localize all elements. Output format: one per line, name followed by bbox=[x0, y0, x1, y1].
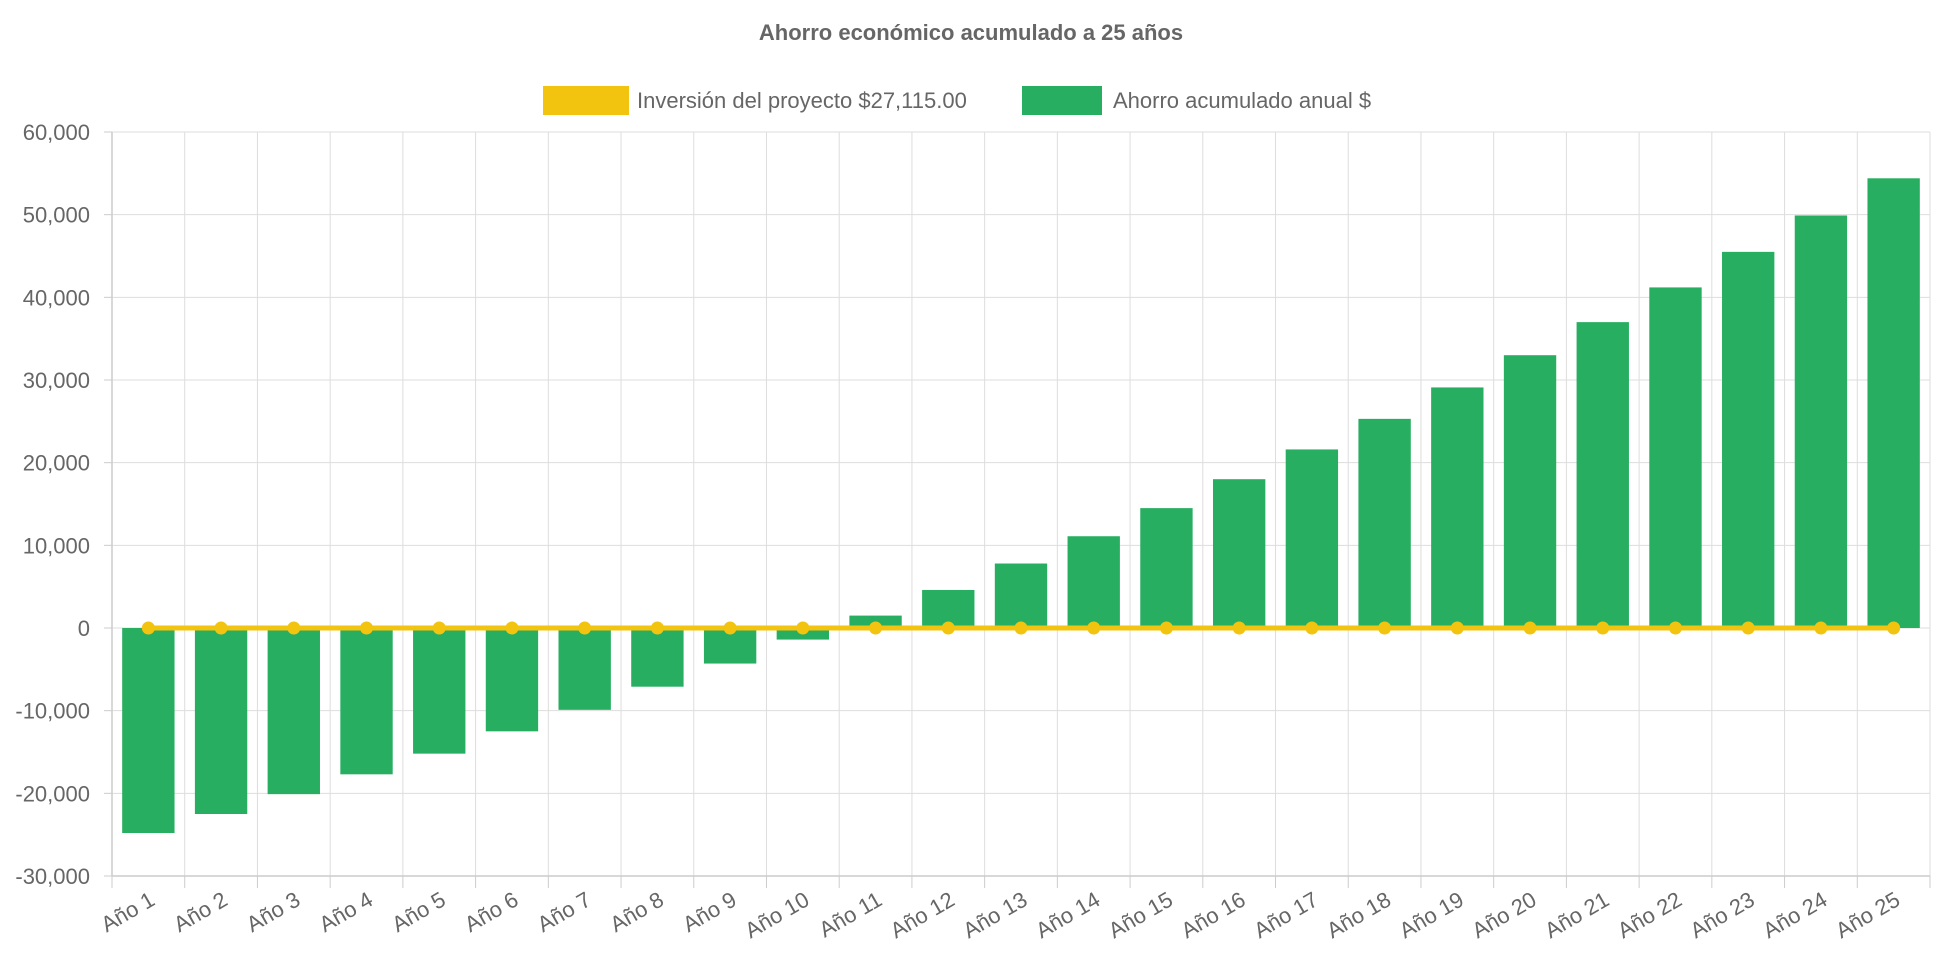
bar-ahorro[interactable] bbox=[1285, 449, 1339, 628]
x-tick-label: Año 14 bbox=[1031, 887, 1104, 944]
line-point-inversion[interactable] bbox=[1305, 621, 1319, 635]
line-point-inversion[interactable] bbox=[214, 621, 228, 635]
line-point-inversion[interactable] bbox=[1741, 621, 1755, 635]
bar-ahorro[interactable] bbox=[558, 628, 611, 710]
bar-ahorro[interactable] bbox=[1431, 387, 1484, 628]
line-point-inversion[interactable] bbox=[1668, 621, 1682, 635]
line-point-inversion[interactable] bbox=[1159, 621, 1173, 635]
x-tick-label: Año 20 bbox=[1468, 887, 1541, 944]
bar-ahorro[interactable] bbox=[340, 628, 393, 775]
line-point-inversion[interactable] bbox=[1596, 621, 1610, 635]
bar-ahorro[interactable] bbox=[631, 628, 684, 687]
bar-ahorro[interactable] bbox=[1140, 508, 1193, 628]
bar-ahorro[interactable] bbox=[1649, 287, 1702, 628]
bar-ahorro[interactable] bbox=[267, 628, 320, 795]
y-tick-label: 20,000 bbox=[23, 451, 90, 476]
bar-ahorro[interactable] bbox=[1067, 536, 1120, 628]
x-tick-label: Año 16 bbox=[1177, 887, 1250, 944]
legend: Inversión del proyecto $27,115.00 Ahorro… bbox=[543, 86, 1371, 115]
chart-title: Ahorro económico acumulado a 25 años bbox=[758, 20, 1184, 45]
axis-layer: 60,000 50,000 40,000 30,000 20,000 10,000 0 -10… bbox=[15, 120, 1931, 944]
line-point-inversion[interactable] bbox=[1887, 621, 1901, 635]
x-tick-label: Año 13 bbox=[959, 887, 1032, 944]
x-tick-label: Año 18 bbox=[1322, 887, 1395, 944]
y-tick-label: -20,000 bbox=[15, 781, 90, 806]
line-point-inversion[interactable] bbox=[432, 621, 446, 635]
line-point-inversion[interactable] bbox=[723, 621, 737, 635]
x-tick-label: Año 7 bbox=[533, 887, 595, 937]
bar-ahorro[interactable] bbox=[413, 628, 466, 754]
x-tick-label: Año 10 bbox=[740, 887, 813, 944]
line-point-inversion[interactable] bbox=[505, 621, 519, 635]
y-tick-label: -10,000 bbox=[15, 699, 90, 724]
y-tick-label: 40,000 bbox=[23, 285, 90, 310]
x-tick-label: Año 8 bbox=[606, 887, 668, 937]
y-tick-label: 0 bbox=[78, 616, 90, 641]
bar-ahorro[interactable] bbox=[1503, 355, 1557, 628]
line-point-inversion[interactable] bbox=[360, 621, 374, 635]
line-point-inversion[interactable] bbox=[941, 621, 955, 635]
bar-ahorro[interactable] bbox=[994, 563, 1048, 628]
x-tick-label: Año 21 bbox=[1540, 887, 1613, 944]
line-point-inversion[interactable] bbox=[869, 621, 883, 635]
y-tick-label: 10,000 bbox=[23, 533, 90, 558]
x-tick-label: Año 4 bbox=[315, 887, 377, 937]
bar-ahorro[interactable] bbox=[194, 628, 248, 814]
y-tick-label: -30,000 bbox=[15, 864, 90, 889]
y-tick-label: 50,000 bbox=[23, 203, 90, 228]
line-point-inversion[interactable] bbox=[141, 621, 155, 635]
x-tick-label: Año 2 bbox=[169, 887, 231, 937]
line-point-inversion[interactable] bbox=[1014, 621, 1028, 635]
x-tick-label: Año 3 bbox=[242, 887, 304, 937]
bar-ahorro[interactable] bbox=[1867, 178, 1920, 628]
line-point-inversion[interactable] bbox=[796, 621, 810, 635]
bar-ahorro[interactable] bbox=[1794, 215, 1848, 628]
x-tick-label: Año 24 bbox=[1759, 887, 1832, 944]
x-tick-label: Año 19 bbox=[1395, 887, 1468, 944]
y-tick-label: 30,000 bbox=[23, 368, 90, 393]
bar-layer bbox=[122, 178, 1920, 834]
y-tick-label: 60,000 bbox=[23, 120, 90, 145]
legend-label-inversion[interactable]: Inversión del proyecto $27,115.00 bbox=[637, 88, 967, 113]
x-tick-label: Año 11 bbox=[815, 887, 886, 943]
x-tick-label: Año 15 bbox=[1104, 887, 1177, 944]
legend-swatch-ahorro[interactable] bbox=[1022, 86, 1102, 115]
line-point-inversion[interactable] bbox=[578, 621, 592, 635]
x-tick-label: Año 23 bbox=[1686, 887, 1759, 944]
x-tick-label: Año 9 bbox=[678, 887, 740, 937]
x-tick-label: Año 25 bbox=[1831, 887, 1904, 944]
line-point-inversion[interactable] bbox=[650, 621, 664, 635]
legend-swatch-inversion[interactable] bbox=[543, 86, 629, 115]
line-point-inversion[interactable] bbox=[287, 621, 301, 635]
line-point-inversion[interactable] bbox=[1232, 621, 1246, 635]
bar-ahorro[interactable] bbox=[1358, 418, 1411, 628]
x-tick-label: Año 5 bbox=[387, 887, 449, 937]
bar-ahorro[interactable] bbox=[1212, 479, 1266, 628]
line-point-inversion[interactable] bbox=[1087, 621, 1101, 635]
x-tick-label: Año 6 bbox=[460, 887, 522, 937]
line-point-inversion[interactable] bbox=[1814, 621, 1828, 635]
bar-ahorro[interactable] bbox=[1576, 322, 1629, 628]
x-tick-label: Año 22 bbox=[1613, 887, 1686, 944]
x-tick-label: Año 12 bbox=[886, 887, 959, 944]
line-point-inversion[interactable] bbox=[1378, 621, 1392, 635]
line-layer bbox=[141, 621, 1901, 635]
bar-ahorro[interactable] bbox=[485, 628, 539, 732]
line-point-inversion[interactable] bbox=[1450, 621, 1464, 635]
legend-label-ahorro[interactable]: Ahorro acumulado anual $ bbox=[1113, 88, 1371, 113]
bar-ahorro[interactable] bbox=[1722, 251, 1775, 628]
line-point-inversion[interactable] bbox=[1523, 621, 1537, 635]
x-tick-label: Año 1 bbox=[97, 887, 159, 937]
x-tick-label: Año 17 bbox=[1249, 887, 1322, 944]
bar-ahorro[interactable] bbox=[122, 628, 175, 834]
